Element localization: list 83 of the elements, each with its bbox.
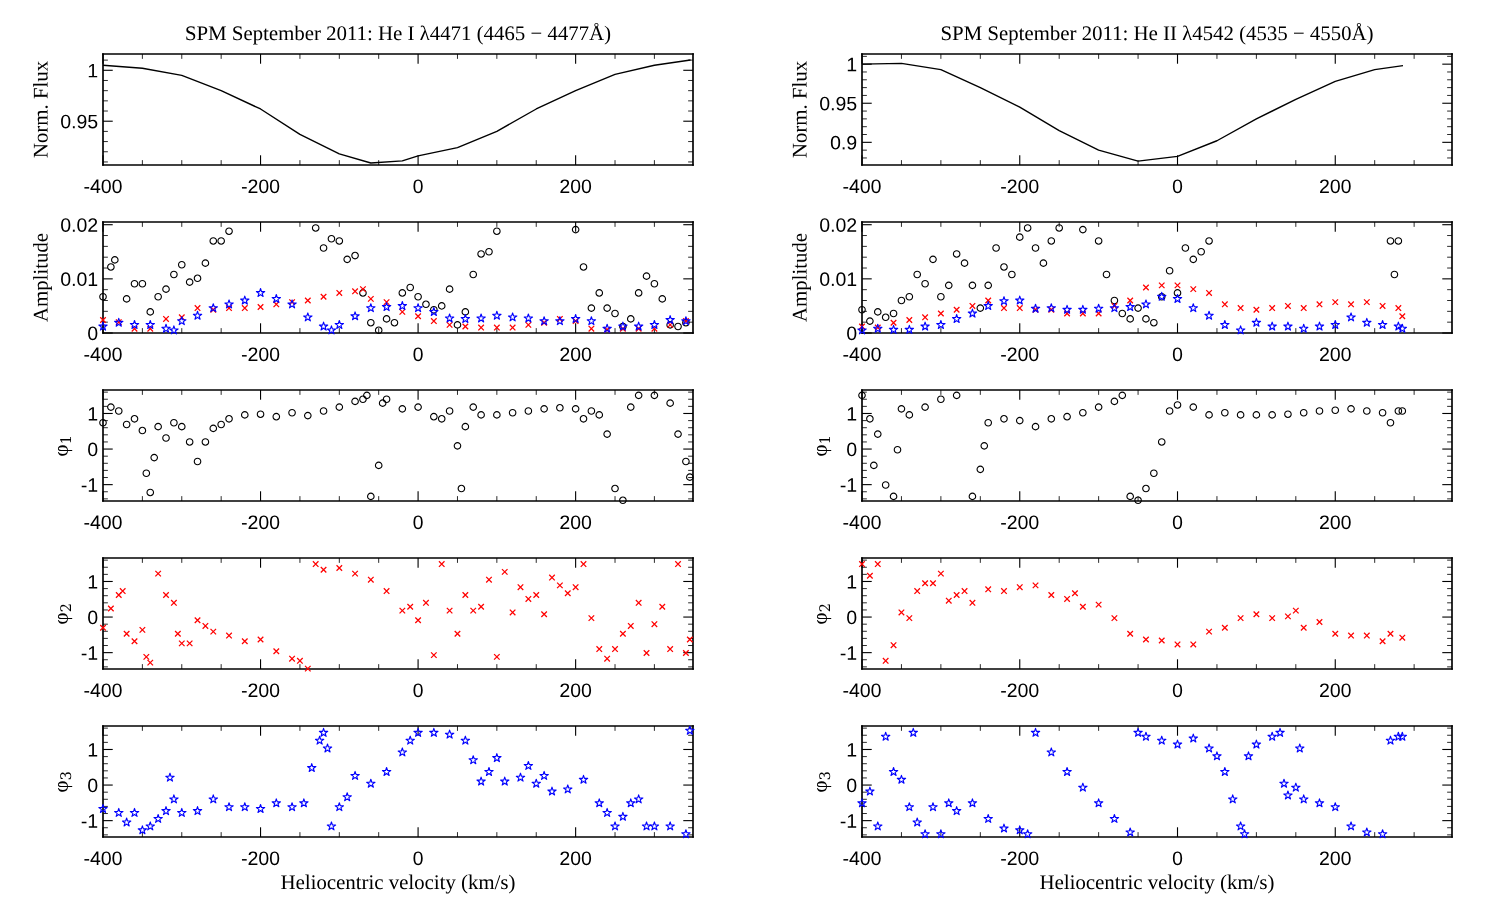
y-tick-label: 0 <box>88 610 98 625</box>
x-tick-label: -400 <box>84 515 122 530</box>
x-tick-label: 0 <box>1172 347 1183 362</box>
y-tick-label: 0.9 <box>830 135 857 150</box>
y-tick-label: 0 <box>847 442 857 457</box>
x-tick-label: 0 <box>413 851 423 866</box>
x-tick-label: -400 <box>84 851 122 866</box>
x-tick-label: -200 <box>241 683 280 698</box>
y-axis-title: Amplitude <box>33 233 52 322</box>
y-tick-label: -1 <box>81 646 98 660</box>
y-tick-label: 1 <box>847 575 857 589</box>
x-tick-label: -400 <box>84 347 122 362</box>
x-tick-label: 200 <box>560 515 592 530</box>
x-tick-label: 0 <box>413 179 423 194</box>
x-tick-label: 200 <box>1320 347 1351 362</box>
y-tick-label: -1 <box>840 478 857 492</box>
y-tick-label: 1 <box>88 63 98 78</box>
x-axis-title: Heliocentric velocity (km/s) <box>281 874 515 894</box>
y-axis-title: φ$_{2}$ <box>816 604 832 624</box>
x-tick-label: 0 <box>1172 683 1183 698</box>
x-tick-label: -400 <box>843 347 881 362</box>
x-tick-label: 0 <box>413 515 423 530</box>
y-axis-title: φ$_{1}$ <box>57 437 73 456</box>
y-tick-label: 0.95 <box>61 114 98 129</box>
x-tick-label: -200 <box>1001 683 1039 698</box>
x-tick-label: 200 <box>560 851 592 866</box>
x-tick-label: -200 <box>241 179 280 194</box>
x-tick-label: -400 <box>84 179 122 194</box>
y-tick-label: 0 <box>847 326 857 341</box>
y-tick-label: -1 <box>81 814 98 828</box>
y-axis-title: Norm. Flux <box>792 61 807 158</box>
y-tick-label: -1 <box>81 478 98 492</box>
x-tick-label: -200 <box>1001 851 1039 866</box>
x-tick-label: -400 <box>84 683 122 698</box>
x-tick-label: -200 <box>1001 515 1039 530</box>
x-tick-label: 200 <box>560 683 592 698</box>
x-tick-label: -400 <box>843 179 881 194</box>
y-tick-label: 0 <box>847 778 857 793</box>
x-tick-label: 0 <box>413 347 423 362</box>
x-tick-label: -200 <box>1001 179 1039 194</box>
y-tick-label: 0.01 <box>61 272 98 287</box>
y-tick-label: 0 <box>88 326 98 341</box>
x-tick-label: 200 <box>560 347 592 362</box>
x-tick-label: 200 <box>1320 683 1351 698</box>
x-tick-label: 200 <box>1320 179 1351 194</box>
y-axis-title: φ$_{3}$ <box>816 772 832 792</box>
x-tick-label: 0 <box>1172 515 1183 530</box>
x-tick-label: -200 <box>1001 347 1039 362</box>
x-tick-label: -200 <box>241 851 280 866</box>
chart-title: SPM September 2011: He II λ4542 (4535 − 4550Å) <box>941 22 1373 45</box>
x-tick-label: 200 <box>1320 515 1351 530</box>
x-tick-label: -400 <box>843 515 881 530</box>
y-tick-label: 0.01 <box>820 272 857 287</box>
y-tick-label: 0 <box>847 610 857 625</box>
y-tick-label: 1 <box>847 407 857 421</box>
x-tick-label: 200 <box>560 179 592 194</box>
y-tick-label: 1 <box>847 57 857 72</box>
y-axis-title: φ$_{2}$ <box>57 604 73 624</box>
y-axis-title: φ$_{1}$ <box>816 437 832 456</box>
y-tick-label: 0.95 <box>820 96 857 111</box>
y-axis-title: Amplitude <box>792 233 811 322</box>
y-tick-label: 0 <box>88 778 98 793</box>
x-tick-label: 200 <box>1320 851 1351 866</box>
x-axis-title: Heliocentric velocity (km/s) <box>1040 874 1274 894</box>
x-tick-label: -400 <box>843 851 881 866</box>
y-tick-label: 0.02 <box>820 218 857 232</box>
x-tick-label: -200 <box>241 347 280 362</box>
y-tick-label: 0 <box>88 442 98 457</box>
y-tick-label: 0.02 <box>61 218 98 232</box>
x-tick-label: -200 <box>241 515 280 530</box>
x-tick-label: -400 <box>843 683 881 698</box>
x-tick-label: 0 <box>1172 179 1183 194</box>
y-tick-label: 1 <box>88 407 98 421</box>
y-tick-label: 1 <box>847 743 857 757</box>
x-tick-label: 0 <box>413 683 423 698</box>
y-tick-label: -1 <box>840 646 857 660</box>
x-tick-label: 0 <box>1172 851 1183 866</box>
y-tick-label: 1 <box>88 575 98 589</box>
y-axis-title: Norm. Flux <box>33 61 48 158</box>
y-tick-label: -1 <box>840 814 857 828</box>
y-tick-label: 1 <box>88 743 98 757</box>
y-axis-title: φ$_{3}$ <box>57 772 73 792</box>
chart-title: SPM September 2011: He I λ4471 (4465 − 4477Å) <box>186 22 611 45</box>
